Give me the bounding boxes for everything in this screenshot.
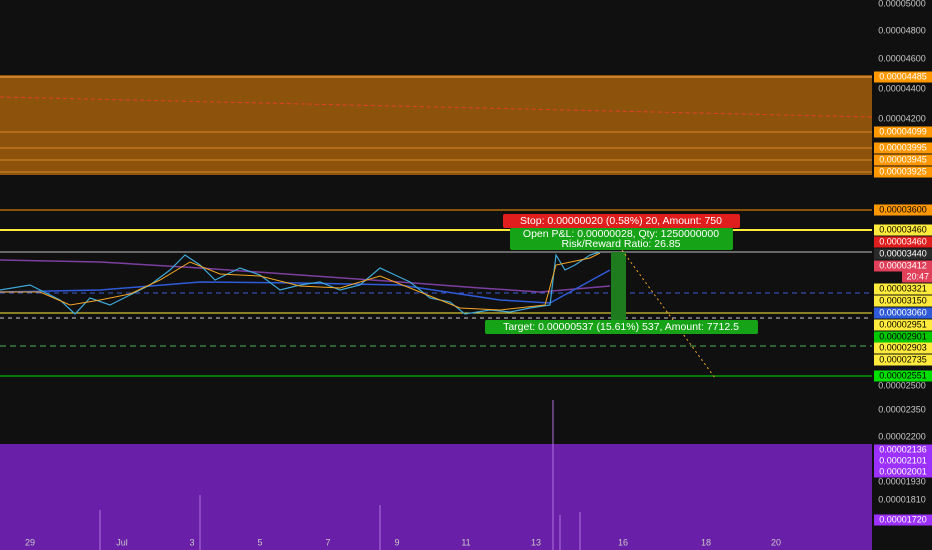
time-label: 18 — [701, 537, 711, 547]
position-zone — [611, 252, 626, 320]
ma-line — [0, 259, 611, 293]
price-badge — [874, 154, 932, 166]
volume-bars — [99, 400, 581, 550]
price-badge — [874, 307, 932, 319]
price-badge — [874, 444, 932, 456]
price-badge-label: 0.00003995 — [879, 142, 927, 152]
price-badge-label: 0.00002903 — [879, 342, 927, 352]
price-label: 0.00001930 — [878, 476, 926, 486]
price-badge-label: 0.00003945 — [879, 154, 927, 164]
price-badge-label: 0.00002735 — [879, 354, 927, 364]
time-label: 5 — [257, 537, 262, 547]
projection — [621, 249, 716, 379]
time-label: 7 — [325, 537, 330, 547]
price-label: 0.00002500 — [878, 380, 926, 390]
price-badge — [874, 342, 932, 354]
price-badge — [902, 271, 932, 283]
price-badge — [874, 248, 932, 260]
price-label: 0.00004400 — [878, 83, 926, 93]
time-label: 29 — [25, 537, 35, 547]
ma-line — [0, 269, 611, 304]
price-line — [0, 251, 601, 315]
price-badge — [874, 236, 932, 248]
price-badge — [874, 331, 932, 343]
volume-zone — [0, 444, 872, 550]
time-label: 9 — [394, 537, 399, 547]
price-badge-label: 0.00004485 — [879, 71, 927, 81]
price-badge-label: 0.00002101 — [879, 455, 927, 465]
target-box — [485, 320, 758, 334]
price-badge — [874, 295, 932, 307]
price-badge-label: 0.00002951 — [879, 319, 927, 329]
price-badge-label: 0.00003321 — [879, 283, 927, 293]
price-badge — [874, 260, 932, 272]
price-label: 0.00004800 — [878, 25, 926, 35]
price-badge-label: 0.00002901 — [879, 331, 927, 341]
price-badge-label: 0.00002136 — [879, 444, 927, 454]
price-badge-label: 0.00002001 — [879, 466, 927, 476]
resistance-zone — [0, 75, 872, 175]
price-badge — [874, 71, 932, 83]
price-label: 0.00004600 — [878, 53, 926, 63]
price-badge-label: 0.00003460 — [879, 224, 927, 234]
price-label: 0.00002200 — [878, 431, 926, 441]
price-badge-label: 0.00003440 — [879, 248, 927, 258]
price-label: 0.00004200 — [878, 113, 926, 123]
target-label: Target: 0.00000537 (15.61%) 537, Amount:… — [503, 321, 739, 333]
price-badge-label: 0.00003460 — [879, 236, 927, 246]
trend-line — [0, 96, 873, 118]
price-label: 0.00005000 — [878, 0, 926, 8]
price-badge-label: 0.00003600 — [879, 204, 927, 214]
price-badge — [874, 126, 932, 138]
price-badge — [874, 354, 932, 366]
price-badge-label: 0.00004099 — [879, 126, 927, 136]
price-badge — [874, 283, 932, 295]
price-badge-label: 0.00002551 — [879, 370, 927, 380]
time-label: 3 — [189, 537, 194, 547]
price-badge-label: 0.00003925 — [879, 166, 927, 176]
price-badge — [874, 455, 932, 467]
price-badge — [874, 224, 932, 236]
time-label: Jul — [116, 537, 128, 547]
ratio-label: Risk/Reward Ratio: 26.85 — [561, 238, 680, 250]
pnl-label: Open P&L: 0.00000028, Qty: 1250000000 — [523, 228, 719, 240]
price-badge-label: 0.00003150 — [879, 295, 927, 305]
time-label: 13 — [531, 537, 541, 547]
price-badge-label: 0.00003412 — [879, 260, 927, 270]
price-label: 0.00002350 — [878, 404, 926, 414]
price-badge — [874, 142, 932, 154]
price-badge-label: 0.00001720 — [879, 514, 927, 524]
price-badge — [874, 466, 932, 478]
stop-box — [503, 214, 740, 228]
price-badge — [874, 204, 932, 216]
price-badge — [874, 370, 932, 382]
pnl-box — [510, 228, 733, 250]
price-badge-label: 0.00003060 — [879, 307, 927, 317]
price-badge-label: 20:47 — [906, 271, 929, 281]
price-label: 0.00001810 — [878, 494, 926, 504]
time-label: 20 — [771, 537, 781, 547]
price-badge — [874, 514, 932, 526]
stop-label: Stop: 0.00000020 (0.58%) 20, Amount: 750 — [520, 215, 722, 227]
price-ma — [0, 252, 601, 311]
price-badge — [874, 166, 932, 178]
time-label: 16 — [618, 537, 628, 547]
price-badge — [874, 319, 932, 331]
time-label: 11 — [461, 537, 470, 547]
